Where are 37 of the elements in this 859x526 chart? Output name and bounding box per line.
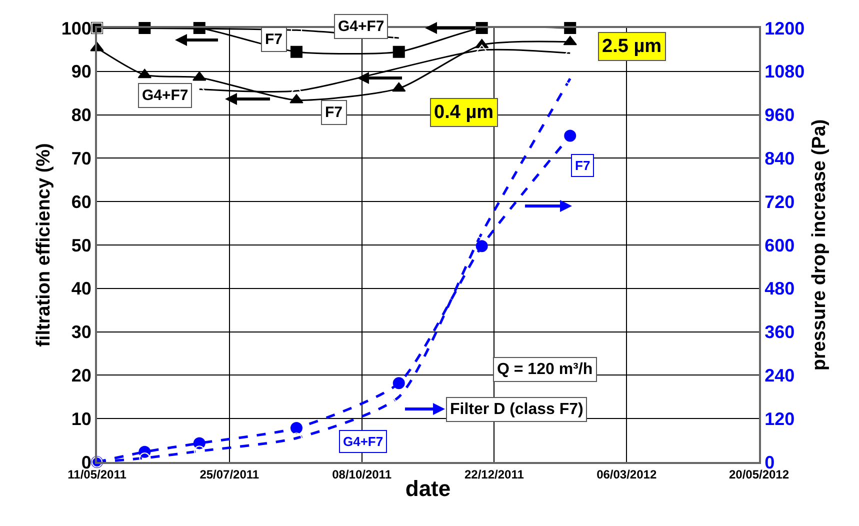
y-axis-title: filtration efficiency (%)	[34, 143, 55, 347]
series-label: F7	[265, 31, 283, 48]
series-label: F7	[325, 104, 343, 121]
x-tick-label: 25/07/2011	[200, 467, 260, 482]
y-tick-label: 60	[71, 192, 92, 212]
y-tick-label: 20	[71, 366, 92, 386]
y2-tick-label: 360	[764, 322, 795, 342]
x-tick-label: 22/12/2011	[464, 467, 524, 482]
annotation: 2.5 µm	[602, 36, 662, 57]
y2-axis-title: pressure drop increase (Pa)	[808, 119, 830, 371]
y-tick-label: 70	[71, 148, 92, 168]
x-axis-title: date	[405, 476, 451, 501]
series-label: F7	[575, 158, 590, 173]
y-tick-label: 30	[71, 322, 92, 342]
annotation: Filter D (class F7)	[450, 401, 584, 418]
y-tick-label: 10	[71, 408, 92, 429]
y2-tick-label: 840	[764, 148, 795, 168]
x-tick-label: 06/03/2012	[596, 467, 657, 482]
y2-tick-label: 120	[764, 408, 795, 429]
y-tick-label: 40	[71, 278, 92, 299]
x-tick-label: 08/10/2011	[332, 467, 392, 482]
y-tick-label: 90	[71, 62, 92, 82]
y2-tick-label: 1200	[764, 18, 805, 38]
series-label: G4+F7	[142, 87, 188, 104]
y2-tick-label: 1080	[764, 62, 805, 82]
series-label: G4+F7	[343, 434, 384, 449]
series-label: G4+F7	[338, 18, 384, 35]
y2-tick-label: 960	[764, 105, 795, 126]
y2-tick-label: 240	[764, 366, 795, 386]
annotation: Q = 120 m³/h	[497, 361, 593, 378]
y-tick-label: 80	[71, 105, 92, 126]
y2-tick-label: 600	[764, 235, 795, 256]
annotation: 0.4 µm	[434, 102, 494, 123]
y2-tick-label: 720	[764, 192, 795, 212]
y-tick-label: 50	[71, 235, 92, 256]
y2-tick-label: 480	[764, 278, 795, 299]
y-tick-label: 100	[61, 18, 92, 38]
